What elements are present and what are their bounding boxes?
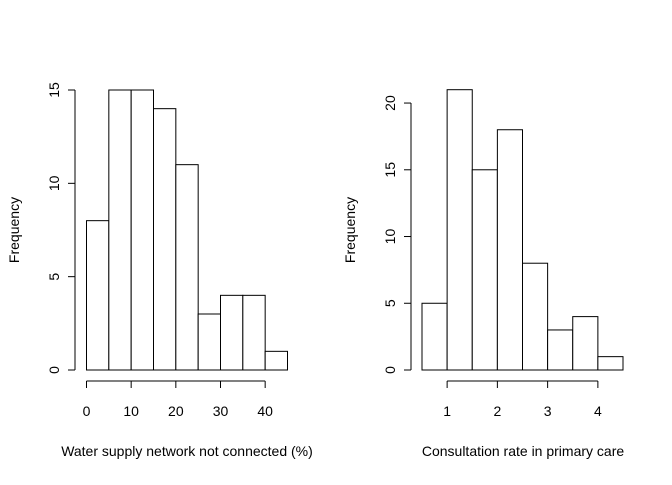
histogram-bar-1-6 xyxy=(197,313,222,371)
y-tick-label: 0 xyxy=(46,366,62,374)
x-tick-label: 20 xyxy=(168,403,184,419)
y-tick-label: 20 xyxy=(382,95,398,111)
x-axis-label: Water supply network not connected (%) xyxy=(61,443,313,459)
histogram-bar-2-2 xyxy=(446,89,473,371)
y-tick-label: 15 xyxy=(46,82,62,98)
histogram-panel-2: 1 2 3 4 0 5 10 15 20 Consultation rate in primary… xyxy=(342,89,625,459)
x-tick-label: 10 xyxy=(123,403,139,419)
x-tick-label: 2 xyxy=(493,403,501,419)
histogram-bar-2-8 xyxy=(597,356,624,371)
histogram-bar-1-5 xyxy=(175,164,199,371)
histogram-bar-1-4 xyxy=(153,108,177,371)
x-tick-label: 40 xyxy=(257,403,273,419)
y-tick-label: 10 xyxy=(46,175,62,191)
histogram-bar-2-6 xyxy=(547,329,574,371)
y-tick-label: 10 xyxy=(382,229,398,245)
histogram-bar-2-1 xyxy=(421,302,448,371)
histogram-bar-1-1 xyxy=(86,220,110,371)
x-axis-label: Consultation rate in primary care xyxy=(422,443,625,459)
histogram-bar-2-4 xyxy=(496,129,523,371)
histogram-bar-2-3 xyxy=(471,169,498,371)
x-tick-label: 1 xyxy=(443,403,451,419)
x-tick-label: 3 xyxy=(544,403,552,419)
y-tick-label: 0 xyxy=(382,366,398,374)
y-tick-label: 5 xyxy=(382,299,398,307)
histogram-bar-1-9 xyxy=(264,350,288,371)
y-axis-label: Frequency xyxy=(342,197,358,263)
histogram-bar-1-3 xyxy=(130,89,155,371)
histogram-panel-1: 0 10 20 30 40 0 5 10 15 Water supply network not … xyxy=(6,82,313,459)
histogram-bar-1-8 xyxy=(242,294,266,371)
y-tick-label: 15 xyxy=(382,162,398,178)
histogram-bar-1-7 xyxy=(220,294,244,371)
histogram-bar-1-2 xyxy=(108,89,132,371)
y-tick-label: 5 xyxy=(46,273,62,281)
x-tick-label: 0 xyxy=(83,403,91,419)
x-tick-label: 30 xyxy=(213,403,229,419)
x-tick-label: 4 xyxy=(594,403,602,419)
y-axis-label: Frequency xyxy=(6,197,22,263)
histogram-bar-2-7 xyxy=(572,316,599,371)
histogram-bar-2-5 xyxy=(522,262,549,371)
